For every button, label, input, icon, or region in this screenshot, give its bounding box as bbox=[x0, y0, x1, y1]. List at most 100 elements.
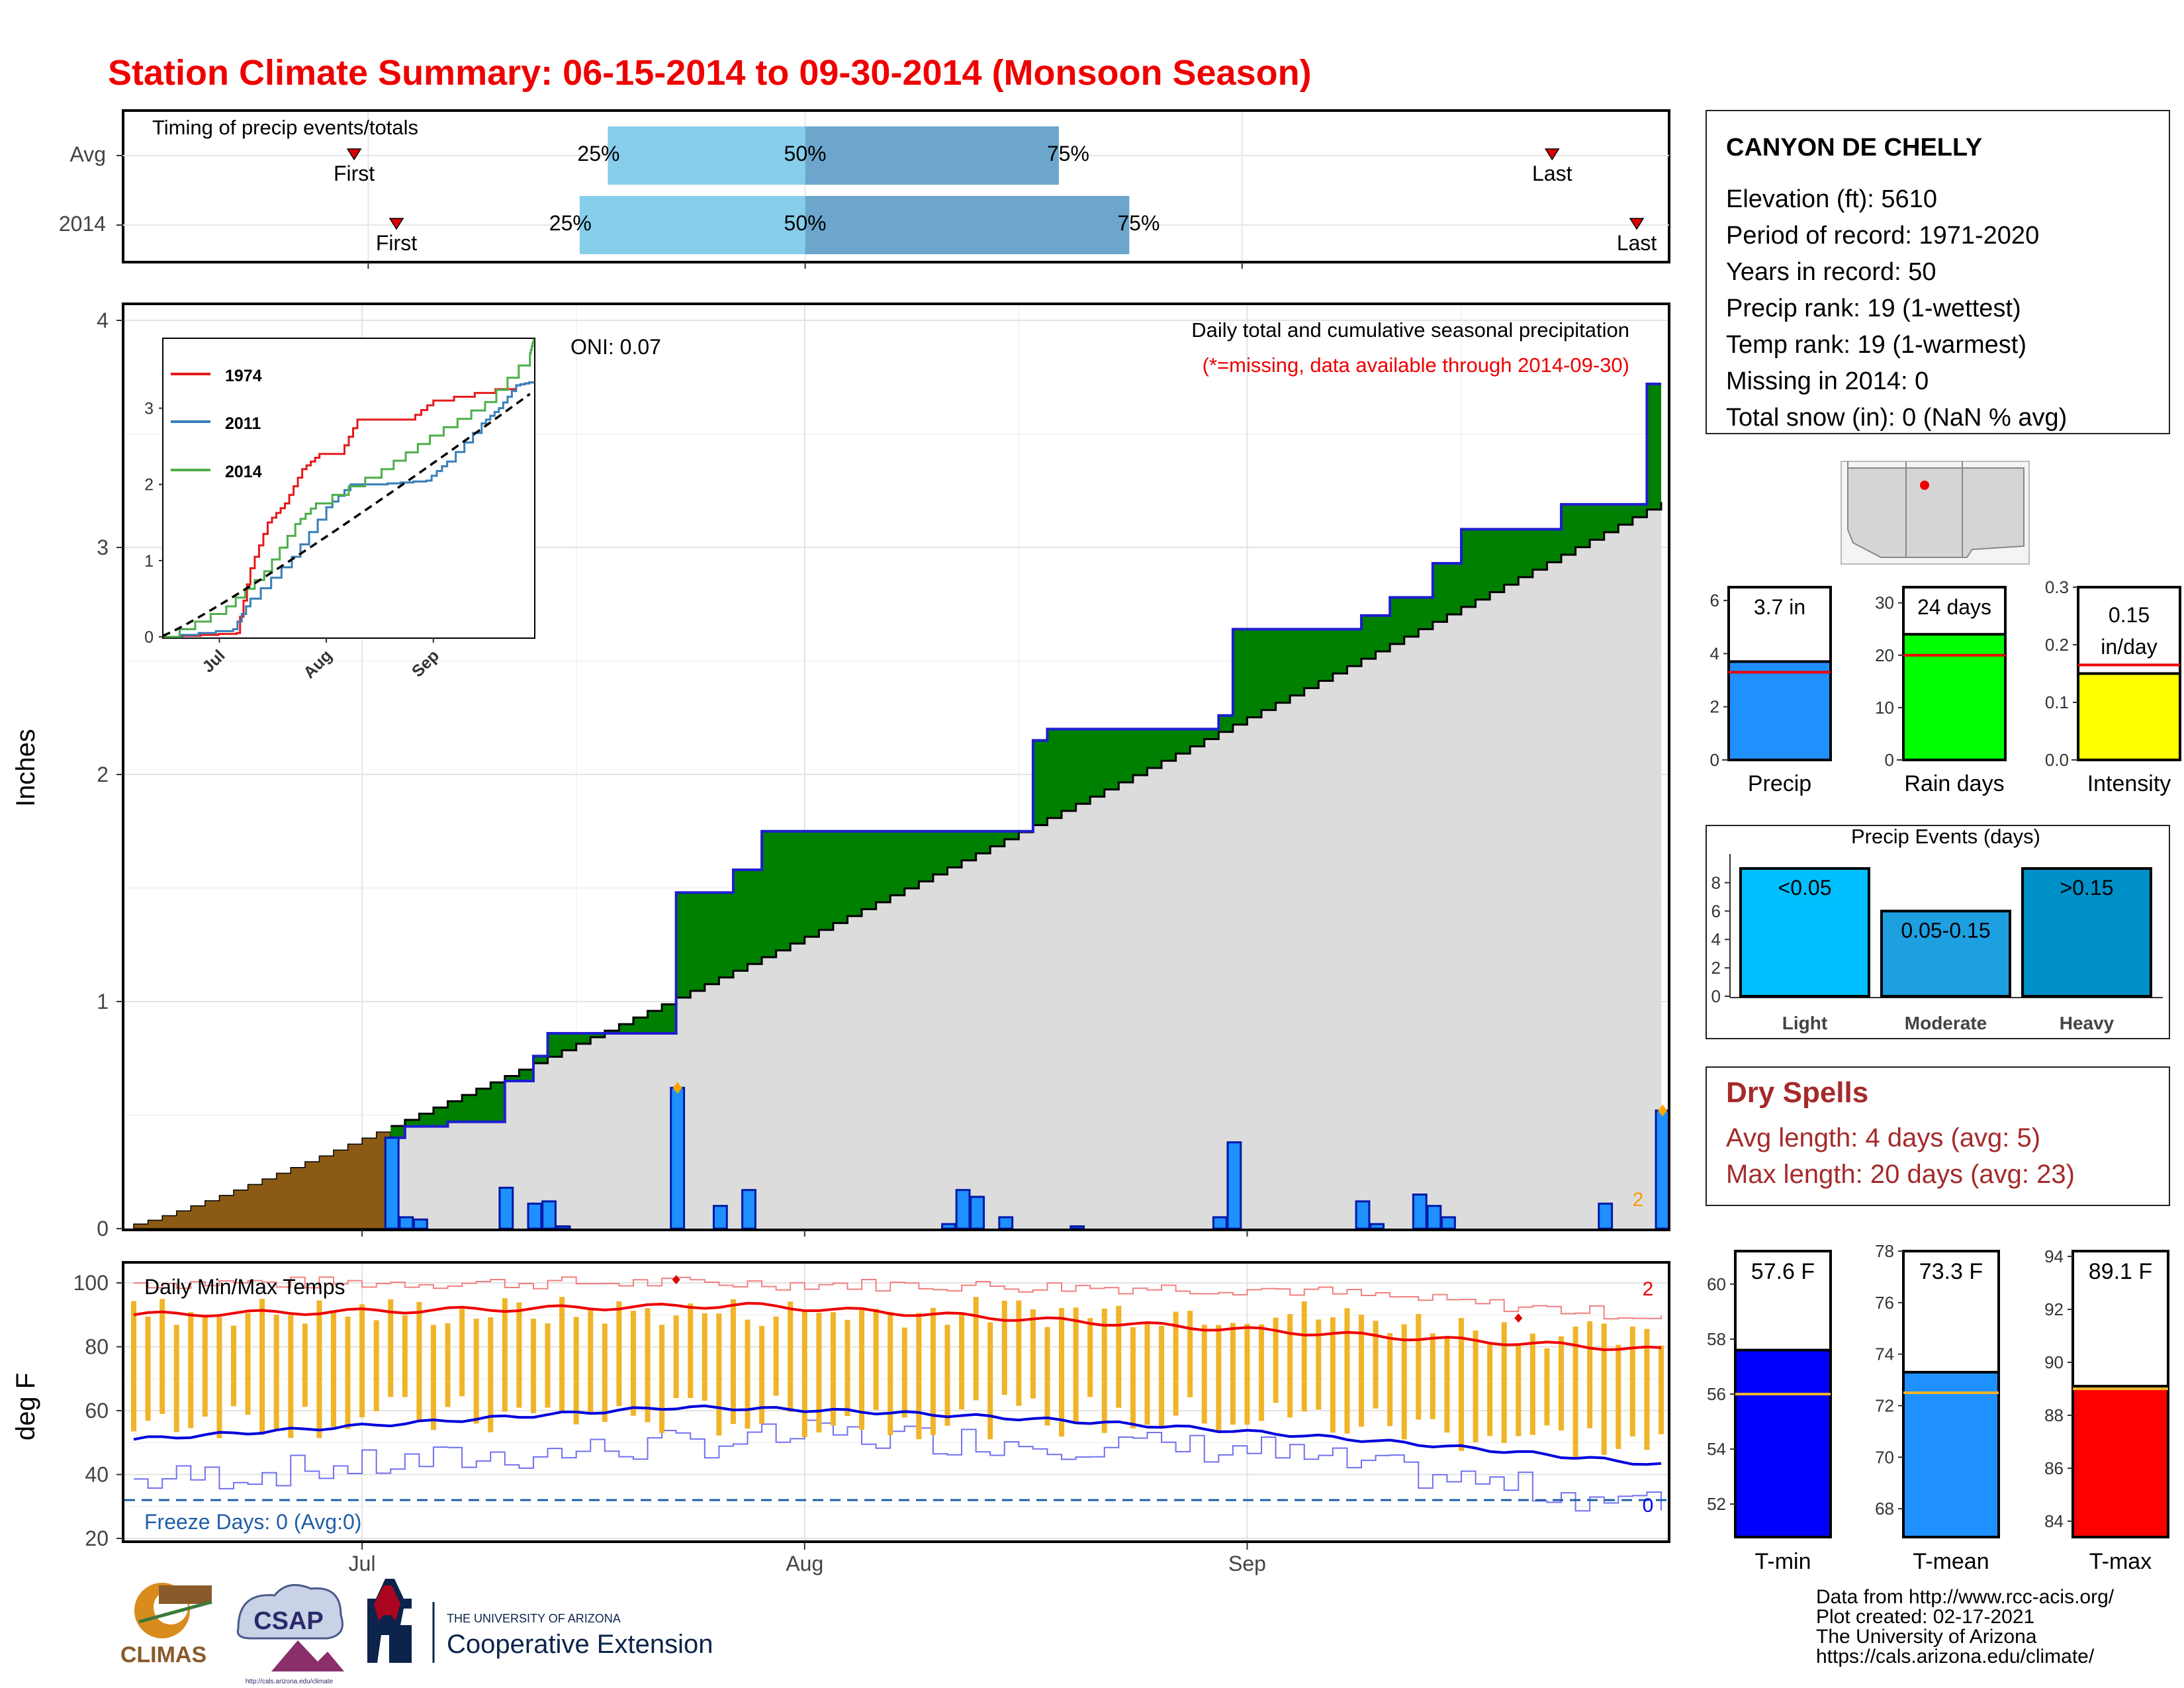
daily-temp-bar bbox=[1316, 1319, 1322, 1410]
daily-temp-bar bbox=[302, 1323, 308, 1407]
summary-bar-ytick-label: 6 bbox=[1710, 590, 1719, 610]
dry-spells-avg: Avg length: 4 days (avg: 5) bbox=[1726, 1123, 2040, 1152]
month-label: Jul bbox=[349, 1552, 376, 1575]
daily-temp-bar bbox=[573, 1317, 579, 1425]
freeze-count: 0 bbox=[1643, 1495, 1654, 1517]
daily-temp-bar bbox=[359, 1304, 365, 1418]
station-name: CANYON DE CHELLY bbox=[1726, 134, 1982, 162]
temp-summary-label: T-mean bbox=[1913, 1549, 1989, 1574]
precip-ytick-label: 4 bbox=[97, 308, 109, 332]
deficit-area bbox=[133, 1131, 392, 1229]
daily-precip-bar bbox=[1655, 1109, 1670, 1230]
daily-temp-bar bbox=[645, 1308, 651, 1423]
temp-summary-label: T-min bbox=[1755, 1549, 1811, 1574]
daily-temp-bar bbox=[816, 1313, 822, 1432]
first-marker bbox=[346, 148, 362, 161]
daily-temp-bar bbox=[1644, 1329, 1650, 1450]
daily-temp-bar bbox=[830, 1312, 836, 1426]
temp-ytick-label: 80 bbox=[85, 1335, 109, 1359]
daily-temp-bar bbox=[288, 1315, 294, 1438]
timing-layer: 25% 50% 75% First Last 25% 50% 75% First Last bbox=[116, 112, 1669, 269]
credit-data-source: Data from http://www.rcc-acis.org/ bbox=[1816, 1586, 2115, 1608]
extreme-marker bbox=[1658, 1104, 1667, 1117]
events-ytick-label: 0 bbox=[1711, 986, 1721, 1006]
temp-summary-ytick-label: 78 bbox=[1875, 1241, 1894, 1261]
daily-temp-bar bbox=[1629, 1327, 1635, 1436]
daily-temp-bar bbox=[1473, 1331, 1479, 1442]
timing-label-75: 75% bbox=[1117, 211, 1160, 235]
summary-bar-ytick-label: 4 bbox=[1710, 643, 1719, 663]
timing-row-avg-label: Avg bbox=[69, 142, 106, 166]
daily-temp-bar bbox=[1087, 1318, 1093, 1397]
summary-bar-ytick-label: 0.3 bbox=[2045, 577, 2069, 597]
events-bar-moderate bbox=[1880, 910, 2011, 998]
daily-temp-bar bbox=[959, 1313, 965, 1410]
daily-temp-bar bbox=[159, 1299, 165, 1415]
daily-temp-bar bbox=[402, 1315, 408, 1397]
inset-ytick-label: 2 bbox=[144, 476, 154, 494]
daily-temp-bar bbox=[873, 1309, 879, 1410]
events-ytick-label: 6 bbox=[1711, 901, 1721, 921]
daily-temp-bar bbox=[188, 1312, 194, 1429]
daily-temp-bar bbox=[659, 1325, 665, 1433]
events-title: Precip Events (days) bbox=[1851, 825, 2040, 848]
daily-temp-bar bbox=[473, 1319, 479, 1424]
daily-temp-bar bbox=[416, 1301, 422, 1421]
timing-label-25: 25% bbox=[577, 142, 619, 165]
precip-ytick-label: 0 bbox=[97, 1217, 109, 1241]
daily-temp-bar bbox=[1659, 1345, 1664, 1434]
last-marker bbox=[1544, 148, 1560, 161]
oni-label: ONI: 0.07 bbox=[570, 335, 661, 359]
daily-temp-bar bbox=[944, 1325, 950, 1426]
timing-bar-25-50 bbox=[579, 196, 805, 254]
inset-ytick-label: 1 bbox=[144, 552, 154, 571]
daily-temp-bar bbox=[330, 1310, 336, 1427]
daily-temp-bar bbox=[901, 1327, 907, 1418]
record-marker bbox=[672, 1275, 680, 1285]
inset-ytick-label: 0 bbox=[144, 628, 154, 647]
daily-temp-bar bbox=[1516, 1345, 1522, 1436]
timing-bar-50-75 bbox=[805, 196, 1130, 254]
timing-row-2014-label: 2014 bbox=[59, 212, 106, 236]
temp-summary-value: 89.1 F bbox=[2089, 1259, 2152, 1284]
daily-temp-bar bbox=[388, 1299, 394, 1397]
daily-precip-bar bbox=[498, 1186, 514, 1230]
events-bar-label: Heavy bbox=[2060, 1013, 2115, 1033]
events-bar-label: Light bbox=[1782, 1013, 1827, 1033]
first-marker bbox=[388, 218, 404, 230]
daily-temp-bar bbox=[588, 1309, 594, 1415]
daily-precip-bar bbox=[670, 1086, 686, 1230]
summary-bar-ytick-label: 0 bbox=[1710, 750, 1719, 770]
daily-temp-bar bbox=[773, 1316, 779, 1396]
temp-summary-ytick-label: 72 bbox=[1875, 1396, 1894, 1416]
timing-last-label: Last bbox=[1532, 162, 1572, 185]
daily-temp-bar bbox=[202, 1315, 208, 1417]
temp-summary-bar-t-max bbox=[2071, 1385, 2169, 1538]
daily-temp-bar bbox=[488, 1317, 494, 1432]
info-missing: Missing in 2014: 0 bbox=[1726, 367, 1929, 395]
timing-last-label: Last bbox=[1617, 231, 1657, 255]
daily-temp-bar bbox=[1572, 1327, 1578, 1460]
inset-line-1974 bbox=[164, 381, 535, 638]
summary-bar-ytick-label: 30 bbox=[1875, 593, 1894, 613]
temp-summary-ytick-label: 86 bbox=[2044, 1458, 2064, 1478]
temp-summary-ytick-label: 94 bbox=[2044, 1246, 2064, 1266]
location-map bbox=[1841, 461, 2030, 565]
daily-temp-bar bbox=[173, 1325, 179, 1432]
daily-temp-bar bbox=[1101, 1308, 1107, 1433]
daily-temp-bar bbox=[345, 1316, 351, 1429]
daily-temp-bar bbox=[973, 1297, 979, 1401]
temp-summary-bar-t-mean bbox=[1902, 1370, 2000, 1539]
summary-bar-ytick-label: 0.0 bbox=[2045, 750, 2069, 770]
info-temp-rank: Temp rank: 19 (1-warmest) bbox=[1726, 331, 2026, 359]
daily-temp-bar bbox=[759, 1326, 765, 1424]
daily-temp-bar bbox=[459, 1309, 465, 1397]
temp-layer bbox=[124, 1264, 1668, 1540]
daily-precip-bar bbox=[712, 1205, 728, 1230]
timing-first-label: First bbox=[376, 231, 417, 255]
summary-bar-ytick-label: 0 bbox=[1885, 750, 1894, 770]
temp-summary-ytick-label: 60 bbox=[1707, 1274, 1726, 1294]
events-bar-value: >0.15 bbox=[2060, 876, 2114, 900]
precip-ytick-label: 2 bbox=[97, 763, 109, 786]
